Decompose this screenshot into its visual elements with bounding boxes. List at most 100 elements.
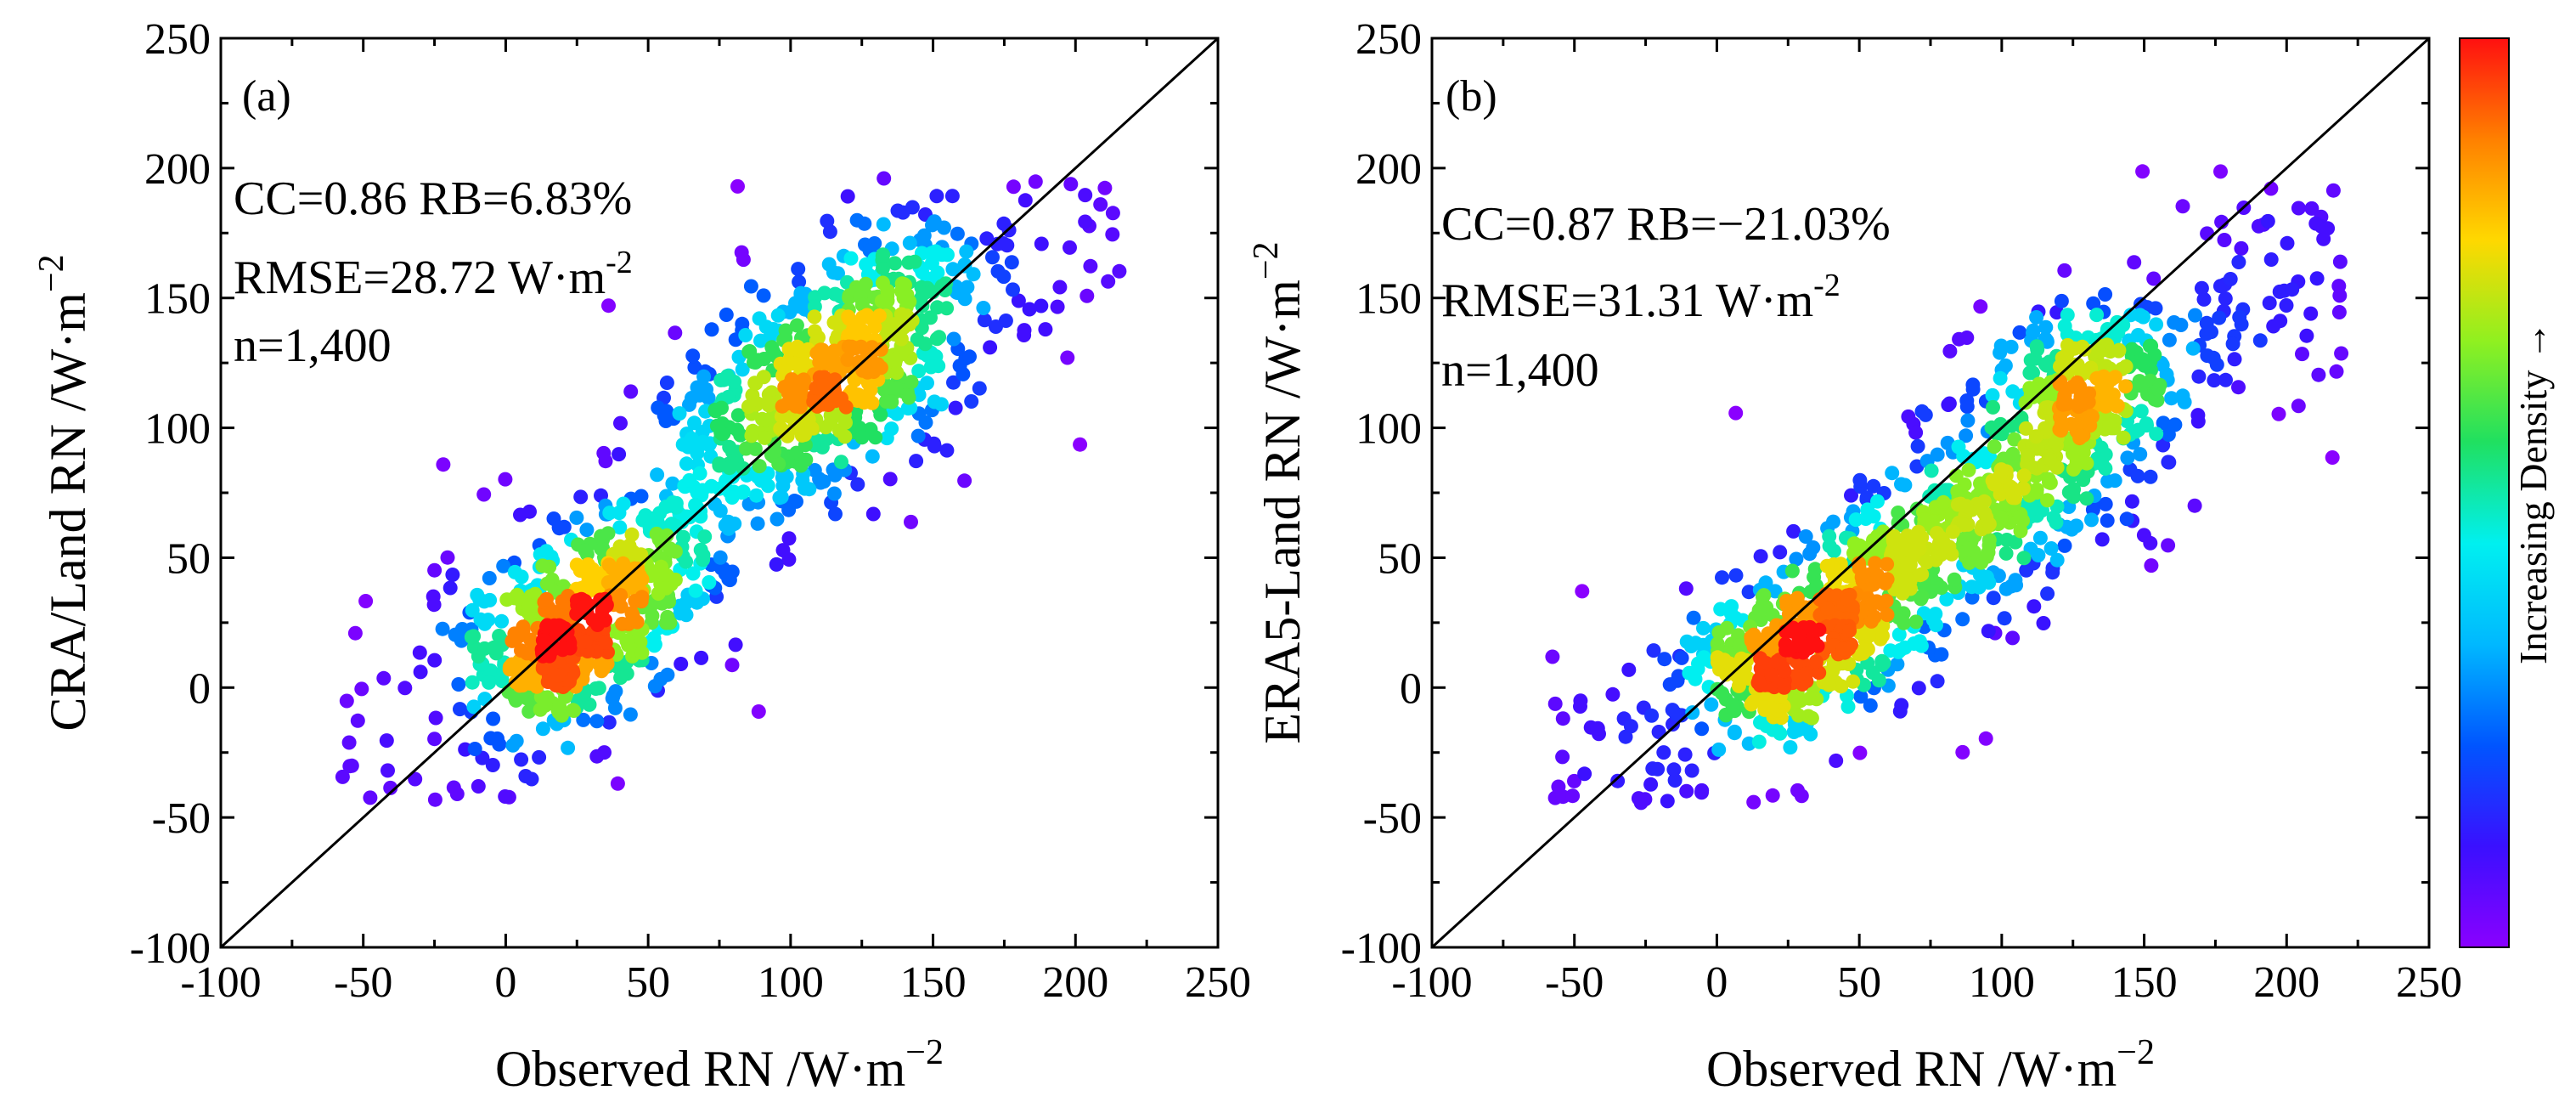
scatter-point — [694, 650, 709, 665]
scatter-point — [1621, 662, 1637, 677]
scatter-point — [599, 598, 614, 613]
panel-b: -100 -50 0 50 100 150 200 250 -100 -50 0 50 100 150 20… — [1247, 15, 2462, 1097]
scatter-point — [634, 645, 650, 660]
scatter-point — [1959, 399, 1975, 415]
scatter-point — [539, 576, 555, 591]
scatter-point — [1758, 698, 1773, 712]
scatter-point — [1573, 693, 1588, 709]
scatter-point — [1678, 581, 1694, 596]
scatter-point — [834, 455, 848, 470]
scatter-point — [436, 457, 451, 472]
scatter-point — [2043, 541, 2059, 556]
scatter-point — [2260, 213, 2275, 229]
y-axis-title-text-b: ERA5-Land RN /W·m — [1254, 280, 1311, 744]
scatter-point — [2149, 317, 2164, 332]
scatter-point — [653, 671, 668, 686]
scatter-point — [465, 675, 480, 690]
scatter-point — [2036, 616, 2051, 630]
scatter-point — [573, 489, 589, 505]
scatter-point — [1826, 514, 1840, 529]
scatter-point — [1577, 766, 1592, 782]
scatter-point — [1925, 514, 1940, 529]
scatter-point — [1736, 669, 1751, 685]
scatter-point — [757, 430, 772, 445]
scatter-point — [1028, 174, 1043, 189]
scatter-point — [2331, 305, 2347, 319]
scatter-point — [561, 740, 576, 755]
scatter-point — [1765, 788, 1780, 803]
stats-n-a: n=1,400 — [234, 319, 392, 372]
scatter-point — [499, 592, 515, 607]
scatter-point — [923, 359, 939, 375]
scatter-point — [625, 613, 640, 628]
scatter-point — [855, 310, 871, 325]
scatter-point — [1722, 656, 1738, 671]
scatter-point — [688, 497, 703, 512]
scatter-point — [2218, 372, 2233, 387]
scatter-point — [2142, 338, 2157, 353]
scatter-point — [428, 710, 443, 726]
scatter-point — [840, 189, 855, 204]
scatter-point — [878, 328, 893, 343]
scatter-point — [2111, 342, 2127, 358]
scatter-point — [807, 299, 822, 314]
scatter-point — [1646, 643, 1661, 658]
scatter-point — [798, 452, 814, 467]
scatter-point — [888, 256, 903, 271]
scatter-point — [2132, 374, 2147, 389]
scatter-point — [873, 342, 888, 357]
scatter-point — [521, 664, 536, 680]
scatter-point — [786, 356, 802, 371]
scatter-point — [427, 653, 442, 668]
scatter-point — [1947, 572, 1962, 587]
scatter-point — [602, 506, 617, 521]
scatter-point — [1565, 788, 1581, 804]
scatter-point — [730, 408, 746, 423]
scatter-point — [878, 394, 893, 409]
scatter-point — [466, 699, 482, 715]
scatter-point — [756, 288, 771, 303]
scatter-point — [482, 571, 497, 585]
scatter-point — [924, 256, 939, 271]
one-to-one-line-a — [219, 37, 1220, 949]
scatter-point — [1668, 706, 1683, 721]
scatter-point — [1964, 590, 1980, 605]
y-tick-label: 50 — [166, 534, 211, 583]
scatter-point — [2187, 498, 2202, 513]
scatter-point — [2308, 216, 2324, 231]
scatter-point — [539, 618, 555, 633]
scatter-point — [449, 787, 465, 801]
scatter-point — [535, 661, 550, 676]
scatter-point — [1744, 697, 1759, 712]
scatter-point — [344, 758, 359, 773]
scatter-point — [2334, 346, 2349, 361]
scatter-point — [985, 250, 1000, 265]
colorbar-gradient — [2459, 37, 2510, 948]
scatter-point — [2075, 339, 2090, 354]
scatter-point — [2232, 309, 2247, 325]
scatter-point — [1551, 779, 1566, 794]
scatter-point — [1783, 740, 1798, 755]
scatter-point — [2081, 394, 2096, 410]
scatter-point — [1852, 472, 1868, 488]
scatter-point — [702, 438, 717, 453]
scatter-point — [518, 769, 533, 783]
scatter-point — [1942, 343, 1958, 359]
scatter-point — [774, 489, 789, 505]
scatter-point — [2218, 291, 2233, 306]
scatter-point — [1724, 599, 1739, 614]
scatter-point — [704, 322, 719, 337]
scatter-point — [1704, 697, 1719, 712]
scatter-point — [1886, 528, 1902, 544]
scatter-point — [1871, 673, 1886, 688]
scatter-point — [929, 189, 944, 204]
scatter-point — [2194, 280, 2209, 296]
scatter-point — [1657, 652, 1672, 667]
scatter-point — [1861, 629, 1876, 644]
scatter-point — [880, 288, 895, 303]
scatter-point — [2060, 308, 2075, 323]
scatter-point — [1789, 551, 1804, 567]
scatter-point — [962, 349, 977, 364]
scatter-point — [668, 325, 683, 341]
x-tick-label: 150 — [2111, 958, 2178, 1007]
